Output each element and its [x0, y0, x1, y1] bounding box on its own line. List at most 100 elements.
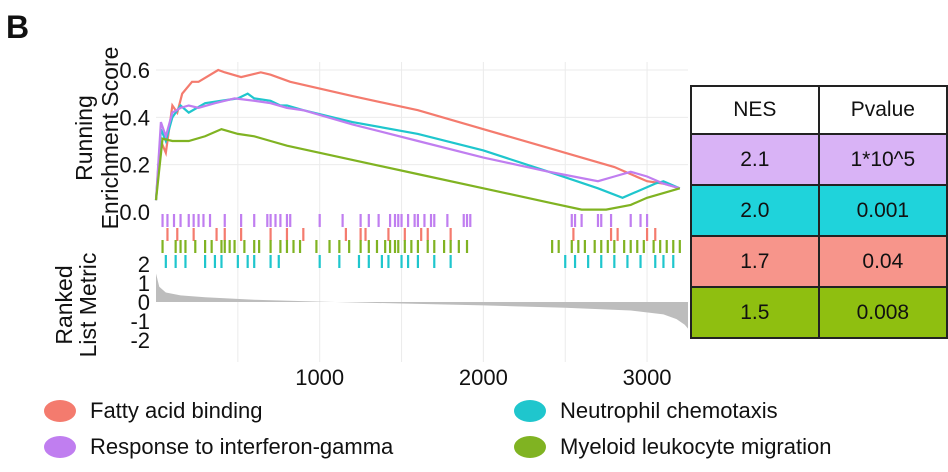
series-line: [154, 128, 681, 211]
hit-mark: [179, 214, 182, 227]
hit-mark: [387, 255, 390, 268]
enrichment-lines: [154, 68, 681, 211]
hit-mark: [220, 255, 223, 268]
hit-mark: [318, 214, 321, 227]
x-axis-ticks: 1000 2000 3000: [295, 365, 671, 390]
hit-mark: [642, 240, 645, 253]
legend-swatch: [44, 436, 76, 458]
x-tick-label: 1000: [295, 365, 344, 390]
enrichment-grid: [156, 62, 688, 362]
hit-mark: [269, 240, 272, 253]
hit-mark: [375, 240, 379, 253]
hit-mark: [269, 214, 272, 227]
hit-mark: [570, 240, 573, 253]
hit-mark: [442, 240, 446, 253]
hit-mark: [403, 240, 406, 253]
hit-mark: [315, 240, 318, 253]
hit-mark: [328, 240, 331, 253]
hit-mark: [557, 240, 560, 253]
y-tick-label: 0.0: [119, 200, 150, 225]
hit-mark: [449, 228, 452, 241]
table-row: 1.7 0.04: [690, 235, 948, 288]
top-ylabel-line2: Enrichment Score: [97, 47, 123, 230]
hit-mark: [400, 255, 403, 268]
hit-mark: [423, 214, 426, 227]
bottom-ylabel-line1: Ranked: [51, 265, 77, 344]
hit-mark: [359, 240, 362, 253]
hit-mark: [197, 214, 200, 227]
hit-mark: [433, 214, 436, 227]
legend-swatch: [514, 436, 546, 458]
hit-mark: [449, 240, 452, 253]
hit-mark: [652, 240, 655, 253]
series-line: [154, 68, 681, 201]
hit-mark: [397, 214, 400, 227]
hit-mark: [596, 214, 600, 227]
table-row: 2.0 0.001: [690, 184, 948, 237]
hit-mark: [662, 255, 665, 268]
hit-mark: [672, 240, 675, 253]
ranked-y-ticks: 210-1-2: [130, 252, 150, 353]
hit-mark: [253, 255, 256, 268]
hit-mark: [367, 255, 370, 268]
hit-mark: [573, 214, 577, 227]
panel-label: B: [6, 9, 29, 45]
hit-mark: [613, 240, 616, 253]
hit-mark: [298, 240, 302, 253]
hit-mark: [551, 240, 554, 253]
hit-mark: [449, 255, 452, 268]
hit-mark: [192, 214, 195, 227]
hit-mark: [253, 240, 256, 253]
ranked-metric-plot: [156, 273, 688, 329]
hit-mark: [654, 255, 657, 268]
hit-mark: [457, 240, 460, 253]
hit-mark: [243, 240, 246, 253]
hit-mark: [348, 240, 351, 253]
hit-mark: [629, 214, 632, 227]
hit-mark: [639, 255, 642, 268]
hit-mark: [172, 214, 176, 227]
hit-mark: [204, 255, 207, 268]
hit-mark: [433, 240, 436, 253]
y-tick-label: -1: [130, 309, 150, 334]
hit-mark: [202, 214, 205, 227]
y-tick-label: 0.6: [119, 58, 150, 83]
enrichment-plot-area: [156, 62, 688, 212]
hit-mark: [285, 214, 289, 227]
hit-mark: [166, 228, 169, 241]
hit-mark: [433, 255, 436, 268]
hit-mark: [616, 228, 619, 241]
hit-mark: [192, 228, 195, 241]
table-row: 2.1 1*10^5: [690, 133, 948, 186]
hit-mark: [403, 228, 406, 241]
hit-mark: [318, 255, 321, 268]
hit-mark: [223, 240, 226, 253]
hit-mark: [393, 240, 397, 253]
hit-mark: [161, 214, 164, 227]
hit-marks: [161, 214, 681, 268]
hit-mark: [587, 255, 590, 268]
legend-label: Myeloid leukocyte migration: [560, 434, 831, 459]
hit-mark: [285, 228, 289, 241]
hit-mark: [269, 228, 272, 241]
hit-mark: [174, 255, 177, 268]
hit-mark: [665, 240, 668, 253]
hit-mark: [636, 240, 639, 253]
nes-cell: 1.7: [690, 235, 820, 288]
hit-mark: [613, 255, 616, 268]
hit-mark: [573, 255, 577, 268]
hit-mark: [223, 228, 226, 241]
pvalue-header: Pvalue: [817, 85, 948, 135]
hit-mark: [164, 255, 167, 268]
hit-mark: [659, 240, 662, 253]
hit-mark: [220, 240, 223, 253]
legend-swatch: [44, 400, 76, 422]
ranked-metric-area: [156, 273, 688, 329]
hit-mark: [600, 255, 603, 268]
hit-mark: [678, 240, 681, 253]
hit-mark: [583, 240, 586, 253]
hit-mark: [410, 240, 413, 253]
hit-mark: [357, 255, 361, 268]
pvalue-cell: 0.008: [817, 286, 948, 339]
